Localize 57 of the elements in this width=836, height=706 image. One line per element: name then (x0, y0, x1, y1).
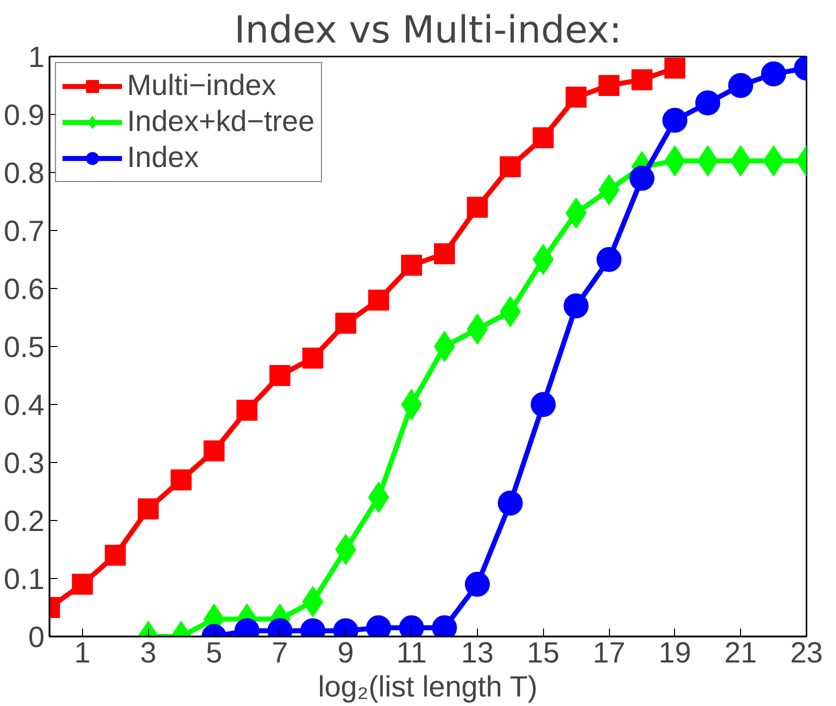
x-tick-label: 5 (206, 636, 222, 670)
legend-label: Index (127, 141, 199, 175)
y-tick-label: 0.8 (4, 157, 45, 190)
point (728, 73, 754, 98)
point (138, 498, 159, 520)
point (368, 290, 390, 311)
point (72, 574, 93, 595)
y-tick-label: 0.3 (4, 447, 45, 480)
y-tick-label: 0.5 (4, 331, 45, 364)
chart-title: Index vs Multi-index: (234, 8, 622, 52)
point (629, 166, 654, 191)
y-tick-label: 0 (28, 621, 44, 654)
point (631, 69, 652, 90)
x-tick-label: 9 (338, 636, 354, 670)
point (532, 127, 554, 148)
x-tick-label: 13 (461, 636, 494, 670)
x-tick-label: 19 (658, 636, 692, 670)
point (564, 293, 589, 318)
point (464, 572, 490, 597)
x-tick-label: 11 (396, 636, 427, 670)
y-tick-label: 0.4 (4, 389, 45, 422)
point (434, 243, 455, 264)
x-tick-label: 15 (526, 636, 560, 670)
point (662, 108, 688, 133)
legend-label: Index+kd−tree (127, 105, 315, 139)
x-tick-label: 7 (272, 636, 288, 670)
point (104, 544, 126, 566)
point (695, 90, 720, 116)
point (204, 440, 225, 462)
point (598, 75, 620, 96)
x-tick-label: 1 (74, 636, 91, 670)
point (466, 196, 488, 218)
y-tick-label: 0.2 (4, 505, 45, 538)
x-tick-label: 17 (592, 636, 626, 670)
x-axis-title: log₂(list length T) (318, 670, 538, 704)
point (335, 312, 356, 334)
point (530, 392, 556, 417)
point (302, 348, 324, 369)
x-tick-label: 23 (790, 636, 823, 670)
x-tick-label: 21 (724, 636, 757, 670)
point (269, 365, 290, 386)
point (500, 156, 521, 178)
point (170, 469, 192, 490)
point (401, 254, 422, 276)
x-tick-label: 3 (140, 636, 156, 670)
y-tick-label: 0.1 (4, 563, 45, 596)
y-tick-label: 0.6 (4, 273, 45, 306)
point (498, 490, 523, 516)
point (566, 86, 587, 108)
point (596, 247, 622, 272)
y-tick-label: 1 (28, 41, 44, 74)
legend-label: Multi−index (127, 69, 276, 103)
point (664, 58, 686, 79)
y-tick-label: 0.7 (4, 215, 45, 248)
point (236, 400, 258, 421)
point (761, 61, 786, 86)
y-tick-label: 0.9 (4, 99, 45, 132)
